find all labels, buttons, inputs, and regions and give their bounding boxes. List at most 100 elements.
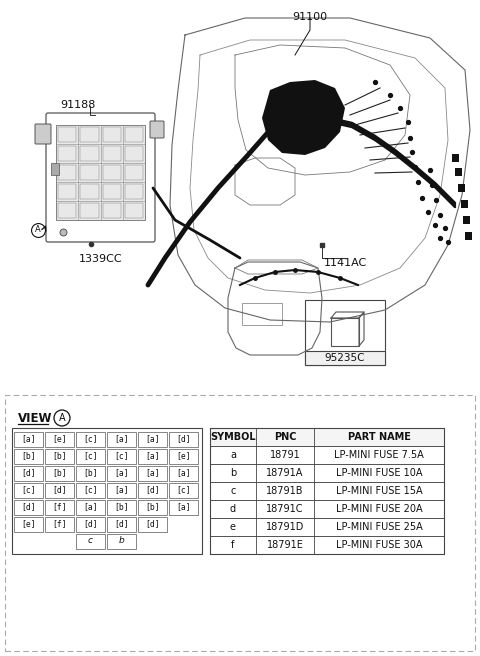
Bar (107, 466, 136, 481)
Text: PART NAME: PART NAME (348, 432, 410, 442)
Text: [e]: [e] (52, 434, 67, 443)
Bar (45, 517, 74, 532)
Bar (210, 428, 444, 554)
Bar (5, 395, 475, 651)
Bar (331, 318, 359, 346)
Text: [c]: [c] (83, 485, 98, 494)
Text: [b]: [b] (52, 468, 67, 477)
Bar (76, 500, 105, 515)
Text: [c]: [c] (21, 485, 36, 494)
Text: b: b (230, 468, 236, 478)
Bar (58, 146, 76, 161)
Bar (169, 466, 198, 481)
Text: LP-MINI FUSE 20A: LP-MINI FUSE 20A (336, 504, 422, 514)
Bar (80, 165, 98, 180)
Bar (45, 466, 74, 481)
Text: SYMBOL: SYMBOL (210, 432, 256, 442)
Bar (452, 154, 459, 162)
Bar (103, 203, 121, 218)
Text: [b]: [b] (21, 451, 36, 460)
Text: 95235C: 95235C (325, 353, 365, 363)
Text: [d]: [d] (145, 519, 160, 528)
Text: [b]: [b] (83, 468, 98, 477)
Bar (138, 500, 167, 515)
Bar (103, 146, 121, 161)
Bar (125, 165, 143, 180)
Text: [a]: [a] (176, 502, 191, 511)
Bar (465, 232, 472, 240)
Bar (169, 500, 198, 515)
Text: 91188: 91188 (60, 100, 96, 110)
Text: [b]: [b] (52, 451, 67, 460)
Text: LP-MINI FUSE 30A: LP-MINI FUSE 30A (336, 540, 422, 550)
Bar (80, 203, 98, 218)
Bar (210, 482, 444, 500)
Text: 1339CC: 1339CC (79, 254, 122, 264)
Bar (305, 351, 385, 365)
Bar (51, 163, 59, 175)
Bar (58, 127, 76, 142)
Bar (14, 500, 43, 515)
Bar (107, 483, 136, 498)
Bar (76, 449, 105, 464)
Text: [a]: [a] (145, 434, 160, 443)
Bar (305, 300, 385, 365)
Bar (45, 432, 74, 447)
Polygon shape (262, 80, 345, 155)
Bar (58, 203, 76, 218)
Text: [c]: [c] (176, 485, 191, 494)
Bar (455, 168, 462, 176)
Text: LP-MINI FUSE 15A: LP-MINI FUSE 15A (336, 486, 422, 496)
Bar (169, 449, 198, 464)
Text: [f]: [f] (52, 519, 67, 528)
Text: 18791E: 18791E (266, 540, 303, 550)
Bar (80, 127, 98, 142)
Bar (125, 127, 143, 142)
Text: VIEW: VIEW (18, 412, 52, 425)
Text: 18791B: 18791B (266, 486, 304, 496)
Text: a: a (230, 450, 236, 460)
Text: [a]: [a] (21, 434, 36, 443)
Bar (461, 200, 468, 208)
Text: [a]: [a] (114, 485, 129, 494)
Bar (58, 184, 76, 199)
Bar (125, 146, 143, 161)
FancyBboxPatch shape (150, 121, 164, 138)
Bar (210, 500, 444, 518)
Text: 18791: 18791 (270, 450, 300, 460)
Text: 1141AC: 1141AC (324, 258, 367, 268)
Bar (80, 146, 98, 161)
Text: [a]: [a] (145, 451, 160, 460)
Bar (210, 464, 444, 482)
Text: [a]: [a] (114, 468, 129, 477)
Bar (458, 184, 465, 192)
Bar (103, 127, 121, 142)
Text: c: c (230, 486, 236, 496)
Text: A: A (59, 413, 65, 423)
Bar (58, 165, 76, 180)
Text: [b]: [b] (145, 502, 160, 511)
Text: LP-MINI FUSE 25A: LP-MINI FUSE 25A (336, 522, 422, 532)
Text: [a]: [a] (176, 468, 191, 477)
Bar (76, 432, 105, 447)
Bar (103, 165, 121, 180)
Bar (107, 449, 136, 464)
Text: [b]: [b] (114, 502, 129, 511)
Text: [c]: [c] (83, 434, 98, 443)
FancyBboxPatch shape (35, 124, 51, 144)
Bar (138, 432, 167, 447)
Text: [c]: [c] (114, 451, 129, 460)
Text: 91100: 91100 (292, 12, 327, 22)
Bar (14, 466, 43, 481)
Text: [a]: [a] (83, 502, 98, 511)
Bar (14, 483, 43, 498)
Text: [f]: [f] (52, 502, 67, 511)
Bar (103, 184, 121, 199)
Bar (210, 428, 444, 446)
Text: LP-MINI FUSE 10A: LP-MINI FUSE 10A (336, 468, 422, 478)
Bar (242, 303, 282, 325)
Bar (80, 184, 98, 199)
Bar (45, 449, 74, 464)
Text: [d]: [d] (21, 468, 36, 477)
Bar (463, 216, 470, 224)
